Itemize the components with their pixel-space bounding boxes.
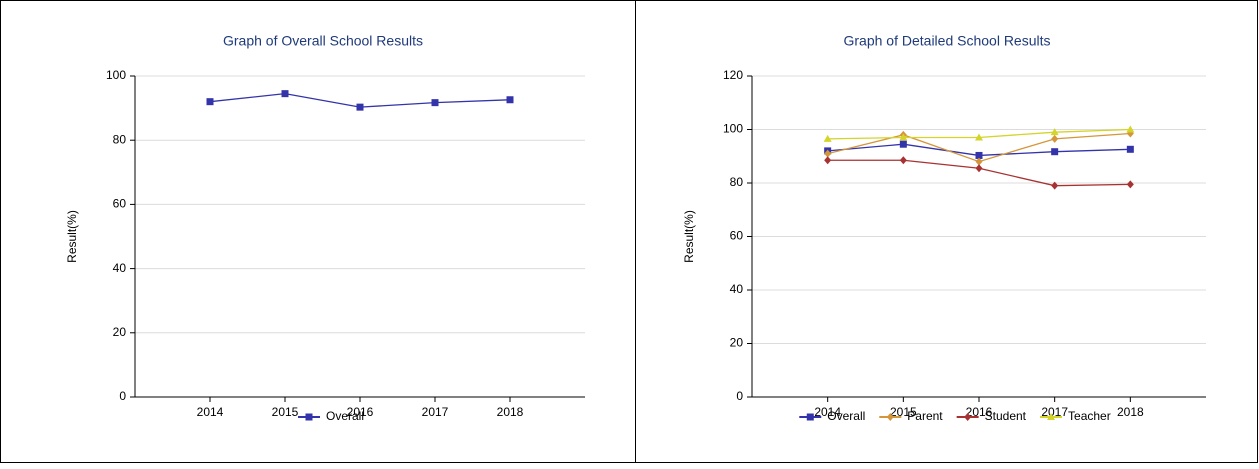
legend-label: Overall	[827, 409, 865, 423]
marker	[975, 133, 983, 141]
marker	[899, 156, 907, 165]
legend: Overall	[297, 409, 364, 423]
y-tick-label: 60	[730, 229, 744, 243]
chart: Graph of Detailed School Results Result(%…	[682, 33, 1206, 423]
marker	[1126, 145, 1134, 153]
x-tick-label: 2014	[814, 405, 841, 419]
x-tick-label: 2017	[1041, 405, 1068, 419]
marker	[1126, 125, 1135, 133]
y-tick-label: 40	[730, 282, 744, 296]
y-tick-label: 80	[113, 132, 127, 146]
y-axis-label: Result(%)	[682, 210, 696, 263]
y-tick-label: 20	[113, 325, 127, 339]
marker	[1047, 413, 1056, 420]
marker	[899, 133, 908, 141]
chart: Graph of Overall School Results Result(%)…	[65, 33, 585, 423]
legend: Overall Parent Student Teacher	[799, 409, 1111, 423]
legend-label: Overall	[326, 409, 364, 423]
x-tick-label: 2018	[1117, 405, 1144, 419]
marker	[305, 413, 313, 421]
x-tick-label: 2016	[966, 405, 993, 419]
legend-label: Student	[985, 409, 1027, 423]
marker	[824, 156, 832, 165]
x-tick-label: 2015	[890, 405, 917, 419]
y-tick-label: 80	[730, 175, 744, 189]
legend-label: Teacher	[1068, 409, 1111, 423]
x-tick-label: 2016	[347, 405, 374, 419]
marker	[975, 151, 983, 159]
marker	[823, 134, 832, 142]
marker	[281, 90, 289, 98]
y-tick-label: 60	[113, 197, 127, 211]
marker	[506, 96, 514, 104]
marker	[206, 98, 214, 106]
y-axis-label: Result(%)	[65, 210, 79, 263]
y-tick-label: 40	[113, 261, 127, 275]
marker	[1051, 181, 1059, 190]
marker	[899, 140, 907, 148]
y-tick-label: 0	[736, 389, 743, 403]
y-tick-label: 20	[730, 336, 744, 350]
x-tick-label: 2014	[197, 405, 224, 419]
marker	[431, 99, 439, 107]
chart-title: Graph of Detailed School Results	[844, 33, 1051, 49]
marker	[975, 157, 983, 166]
x-tick-label: 2018	[497, 405, 524, 419]
marker	[975, 164, 983, 173]
chart-title: Graph of Overall School Results	[223, 33, 423, 49]
marker	[1051, 134, 1059, 143]
y-tick-label: 100	[106, 68, 126, 82]
legend-label: Parent	[907, 409, 943, 423]
marker	[824, 149, 832, 158]
marker	[356, 103, 364, 111]
y-tick-label: 100	[723, 122, 743, 136]
marker	[886, 413, 894, 421]
marker	[1051, 148, 1059, 156]
y-tick-label: 0	[119, 389, 126, 403]
marker	[1126, 180, 1134, 189]
marker	[1050, 128, 1059, 136]
marker	[806, 413, 814, 421]
marker	[964, 413, 972, 421]
x-tick-label: 2017	[422, 405, 449, 419]
y-tick-label: 120	[723, 68, 743, 82]
x-tick-label: 2015	[272, 405, 299, 419]
